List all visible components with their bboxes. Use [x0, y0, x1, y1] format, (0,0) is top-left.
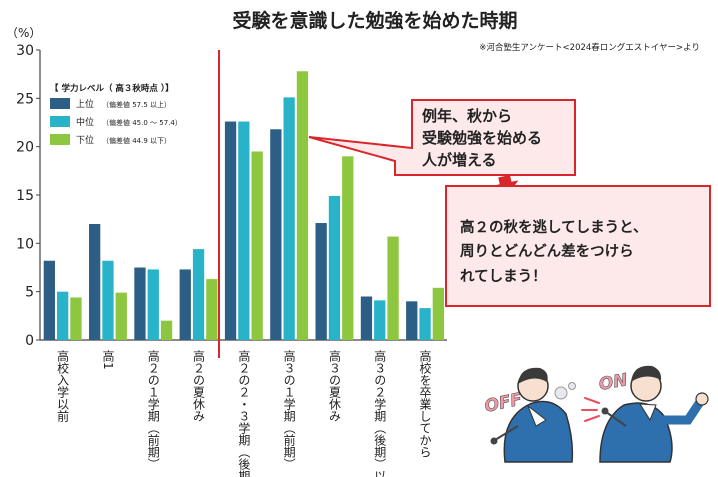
bar-top-3 [134, 267, 146, 340]
callout-arrow-icon [492, 174, 519, 195]
x-tick-label: 高２の１学期（前期） [146, 349, 160, 470]
callout-bottom-box [445, 185, 711, 307]
on-switch-lever-icon [605, 411, 627, 427]
chart-title: 受験を意識した勉強を始めた時期 [232, 9, 517, 32]
bar-middle-5 [238, 121, 250, 340]
y-tick-label: 10 [16, 236, 34, 252]
bar-middle-9 [419, 308, 431, 340]
off-figure-illustration: OFF [483, 367, 576, 463]
legend-item-middle: 中位 （偏差値 45.0 〜 57.4） [50, 116, 182, 128]
bar-top-6 [270, 129, 282, 340]
bar-top-7 [315, 223, 327, 340]
bar-bottom-5 [251, 151, 263, 340]
on-figure-collar [639, 403, 657, 422]
off-figure-hair [518, 367, 548, 384]
bar-top-5 [224, 121, 237, 340]
x-tick-label: 高３の１学期（前期） [282, 349, 296, 470]
y-tick-label: 0 [25, 333, 34, 349]
callout-line-5: 周りとどんどん差をつけら [460, 242, 634, 260]
legend-swatch-top [50, 98, 70, 109]
bar-bottom-3 [160, 320, 173, 340]
off-figure-body [503, 400, 574, 463]
bar-middle-6 [283, 97, 295, 341]
on-figure-fist [695, 392, 709, 406]
x-tick-label: 高２の２・３学期（後期） [237, 349, 251, 477]
y-tick-label: 20 [16, 140, 34, 156]
on-figure-illustration: ON [581, 365, 709, 463]
legend-item-bottom: 下位 （偏差値 44.9 以下） [50, 134, 171, 146]
y-tick-label: 5 [25, 285, 34, 301]
bar-bottom-4 [206, 279, 218, 340]
legend: 【 学力レベル（ 高３秋時点 ）】 上位 （偏差値 57.5 以上） 中位 （偏… [50, 83, 182, 146]
bar-bottom-6 [296, 71, 309, 341]
off-sigh-bubble-icon [554, 386, 568, 400]
bar-middle-1 [57, 291, 69, 340]
x-tick-label: 高３の夏休み [327, 349, 341, 422]
y-unit-label: （%） [6, 26, 41, 40]
callout-line-1: 例年、秋から [422, 107, 512, 125]
on-spark-lines-icon [581, 397, 600, 422]
bar-top-4 [179, 269, 191, 340]
callout-top-box [308, 99, 576, 176]
off-switch-lever-icon [494, 425, 519, 441]
source-note: ※河合塾生アンケート<2024春ロングエストイヤー>より [479, 42, 700, 53]
on-figure-arm [657, 397, 705, 425]
bar-top-9 [406, 301, 418, 340]
bar-bottom-1 [70, 297, 82, 340]
off-figure-collar [526, 404, 547, 427]
y-tick-label: 15 [16, 188, 34, 204]
x-tick-label: 高1 [101, 349, 115, 370]
off-switch-knob-icon [490, 437, 498, 445]
legend-label-middle: 中位 [76, 116, 94, 128]
off-sigh-dot-icon [568, 382, 576, 390]
bar-bottom-9 [432, 287, 444, 340]
on-switch-knob-icon [601, 407, 609, 415]
legend-item-top: 上位 （偏差値 57.5 以上） [50, 98, 171, 110]
legend-label-bottom: 下位 [76, 134, 94, 146]
legend-title: 【 学力レベル（ 高３秋時点 ）】 [50, 83, 174, 94]
y-tick-label: 30 [16, 43, 34, 59]
legend-note-top: （偏差値 57.5 以上） [102, 100, 171, 109]
x-tick-label: 高校入学以前 [56, 349, 70, 422]
callout-line-2: 受験勉強を始める [422, 129, 542, 147]
x-tick-label: 高校を卒業してから [418, 349, 432, 458]
bar-middle-4 [192, 249, 205, 340]
legend-label-top: 上位 [76, 98, 94, 110]
y-tick-label: 25 [16, 91, 34, 107]
bars [43, 71, 444, 341]
bar-bottom-8 [387, 236, 399, 340]
bar-top-8 [360, 296, 373, 340]
on-figure-body [599, 402, 673, 463]
on-figure-hair [631, 365, 662, 382]
bar-middle-8 [374, 300, 386, 340]
bar-middle-2 [102, 260, 114, 340]
on-label: ON [597, 370, 629, 395]
bar-top-1 [43, 260, 55, 340]
callout-line-6: れてしまう！ [460, 268, 547, 285]
legend-swatch-middle [50, 116, 70, 127]
x-tick-labels: 高校入学以前 高1 高２の１学期（前期） 高２の夏休み 高２の２・３学期（後期） 高３の１… [56, 349, 432, 477]
bar-top-2 [89, 224, 101, 340]
callout-line-4: 高２の秋を逃してしまうと、 [460, 218, 647, 236]
legend-note-middle: （偏差値 45.0 〜 57.4） [102, 118, 182, 127]
bar-middle-7 [328, 195, 341, 340]
legend-swatch-bottom [50, 134, 70, 145]
y-tick-labels: 0 5 10 15 20 25 30 [16, 43, 40, 349]
callout: 例年、秋から 受験勉強を始める 人が増える 高２の秋を逃してしまうと、 周りとど… [308, 99, 711, 307]
bar-middle-3 [147, 269, 159, 340]
bar-bottom-2 [115, 292, 127, 340]
x-tick-label: 高２の夏休み [192, 349, 206, 422]
legend-note-bottom: （偏差値 44.9 以下） [102, 136, 171, 145]
bar-bottom-7 [342, 156, 354, 340]
callout-line-3: 人が増える [422, 151, 497, 169]
x-tick-label: 高３の２学期（後期）以降 [373, 349, 387, 477]
